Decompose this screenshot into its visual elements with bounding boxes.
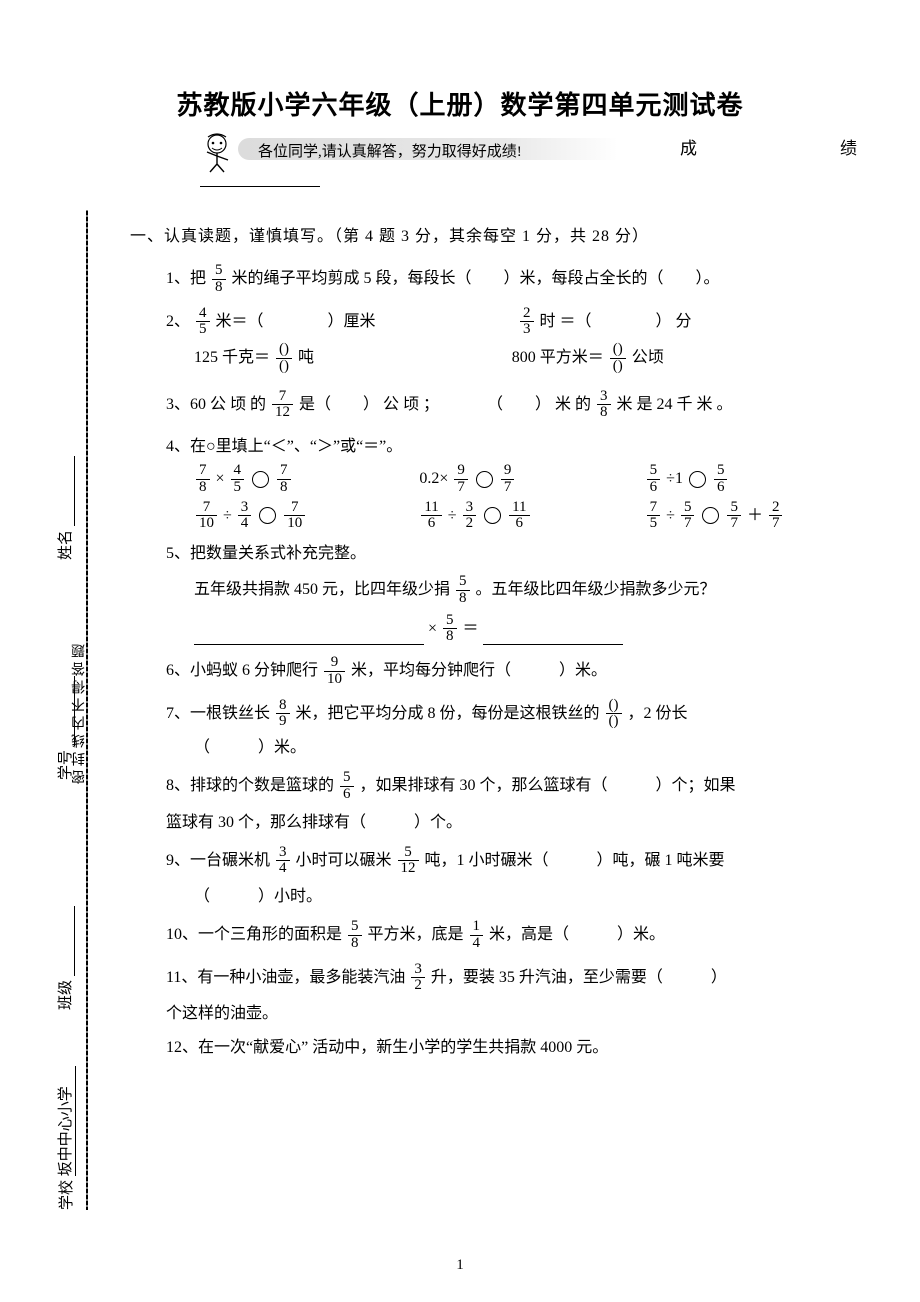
page-title: 苏教版小学六年级（上册）数学第四单元测试卷 bbox=[0, 85, 920, 122]
q4r1c1: 78 × 45 78 bbox=[194, 463, 419, 496]
q3-f1: 712 bbox=[272, 389, 293, 422]
compare-circle bbox=[476, 471, 493, 488]
q5-line1: 五年级共捐款 450 元，比四年级少捐 58 。五年级比四年级少捐款多少元？ bbox=[194, 574, 870, 607]
q5-blank-left bbox=[194, 626, 424, 645]
mascot-icon bbox=[195, 130, 239, 174]
q2c-frac: ()() bbox=[276, 342, 292, 375]
compare-circle bbox=[259, 507, 276, 524]
class-label: 班级 bbox=[58, 980, 74, 1010]
school-value: 坂中中心小学 bbox=[54, 1066, 76, 1176]
banner-text: 各位同学,请认真解答，努力取得好成绩! bbox=[258, 140, 522, 161]
page-number: 1 bbox=[0, 1257, 920, 1274]
q4-row1: 78 × 45 78 0.2× 97 97 56 ÷1 56 bbox=[194, 463, 870, 496]
q6: 6、小蚂蚁 6 分钟爬行 910 米，平均每分钟爬行（ ）米。 bbox=[166, 655, 870, 688]
q1-pre: 1、把 bbox=[166, 270, 206, 287]
q2a-frac: 45 bbox=[196, 306, 210, 339]
q4r2c1: 710 ÷ 34 710 bbox=[194, 500, 419, 533]
q2c-pre: 125 千克＝ bbox=[194, 349, 270, 366]
q5: 5、把数量关系式补充完整。 五年级共捐款 450 元，比四年级少捐 58 。五年… bbox=[166, 542, 870, 645]
q3-post: 米 是 24 千 米 。 bbox=[617, 395, 733, 412]
q3-mid1: 是（ ） 公 顷 ； bbox=[299, 395, 439, 412]
compare-circle bbox=[484, 507, 501, 524]
binding-strip: 密封线内不得答题 bbox=[72, 210, 102, 1210]
q4: 4、在○里填上“＜”、“＞”或“＝”。 78 × 45 78 0.2× 97 9… bbox=[166, 435, 870, 532]
q3-f2: 38 bbox=[597, 389, 611, 422]
q1: 1、把 58 米的绳子平均剪成 5 段，每段长（ ）米，每段占全长的（ ）。 bbox=[166, 263, 870, 296]
score-label-2: 绩 bbox=[840, 134, 857, 159]
page: 苏教版小学六年级（上册）数学第四单元测试卷 各位同学,请认真解答，努力取得好成绩… bbox=[0, 0, 920, 1302]
q1-frac: 58 bbox=[212, 263, 226, 296]
q7: 7、一根铁丝长 89 米，把它平均分成 8 份，每份是这根铁丝的 ()() ，2… bbox=[166, 698, 870, 761]
compare-circle bbox=[252, 471, 269, 488]
q3-mid2: （ ） 米 的 bbox=[487, 395, 591, 412]
q2d-pre: 800 平方米＝ bbox=[512, 349, 604, 366]
q4r2c3: 75 ÷ 57 57 ＋ 27 bbox=[645, 500, 870, 533]
q5-head: 5、把数量关系式补充完整。 bbox=[166, 542, 870, 566]
q8-line2: 篮球有 30 个，那么排球有（ ）个。 bbox=[166, 811, 870, 835]
q2b-post: 时 ＝（ ） 分 bbox=[540, 312, 692, 329]
q5-blank-right bbox=[483, 626, 623, 645]
content: 一、认真读题，谨慎填写。（第 4 题 3 分，其余每空 1 分，共 28 分） … bbox=[130, 225, 870, 1070]
q4r1c2: 0.2× 97 97 bbox=[419, 463, 644, 496]
score-underline bbox=[200, 186, 320, 187]
q2a-post: 米＝（ ）厘米 bbox=[216, 312, 376, 329]
q11: 11、有一种小油壶，最多能装汽油 32 升，要装 35 升汽油，至少需要（ ） … bbox=[166, 962, 870, 1027]
q2d-frac: ()() bbox=[610, 342, 626, 375]
q9-line2: （ ）小时。 bbox=[194, 885, 870, 909]
number-field: 学号 bbox=[54, 676, 75, 780]
name-blank bbox=[74, 456, 75, 526]
q2a-pre: 2、 bbox=[166, 312, 190, 329]
compare-circle bbox=[702, 507, 719, 524]
q4r2c2: 116 ÷ 32 116 bbox=[419, 500, 644, 533]
q4-row2: 710 ÷ 34 710 116 ÷ 32 116 75 ÷ 57 bbox=[194, 500, 870, 533]
q2: 2、 45 米＝（ ）厘米 23 时 ＝（ ） 分 125 千克＝ ()() 吨… bbox=[166, 306, 870, 375]
name-label: 姓名 bbox=[58, 530, 74, 560]
q7-line2: （ ）米。 bbox=[194, 736, 870, 760]
class-blank bbox=[74, 906, 75, 976]
q3: 3、60 公 顷 的 712 是（ ） 公 顷 ； （ ） 米 的 38 米 是… bbox=[166, 389, 870, 422]
number-blank bbox=[74, 676, 75, 746]
class-field: 班级 bbox=[54, 906, 75, 1010]
school-label: 学校 bbox=[59, 1180, 75, 1210]
section-heading: 一、认真读题，谨慎填写。（第 4 题 3 分，其余每空 1 分，共 28 分） bbox=[130, 225, 870, 249]
q9: 9、一台碾米机 34 小时可以碾米 512 吨，1 小时碾米（ ）吨，碾 1 吨… bbox=[166, 845, 870, 910]
school-field: 学校 坂中中心小学 bbox=[54, 1066, 76, 1210]
number-label: 学号 bbox=[58, 750, 74, 780]
q2d-post: 公顷 bbox=[632, 349, 664, 366]
q5-line2: × 58 ＝ bbox=[194, 613, 870, 646]
q2b-frac: 23 bbox=[520, 306, 534, 339]
q8: 8、排球的个数是篮球的 56 ，如果排球有 30 个，那么篮球有（ ）个；如果 … bbox=[166, 770, 870, 835]
name-field: 姓名 bbox=[54, 456, 75, 560]
q3-pre: 3、60 公 顷 的 bbox=[166, 395, 266, 412]
q4-head: 4、在○里填上“＜”、“＞”或“＝”。 bbox=[166, 435, 870, 459]
subtitle-row: 各位同学,请认真解答，努力取得好成绩! 成 绩 bbox=[0, 134, 920, 184]
q12: 12、在一次“献爱心” 活动中，新生小学的学生共捐款 4000 元。 bbox=[166, 1036, 870, 1060]
score-label-1: 成 bbox=[680, 134, 697, 159]
q1-post: 米的绳子平均剪成 5 段，每段长（ ）米，每段占全长的（ ）。 bbox=[232, 270, 720, 287]
q11-line2: 个这样的油壶。 bbox=[166, 1002, 870, 1026]
q10: 10、一个三角形的面积是 58 平方米，底是 14 米，高是（ ）米。 bbox=[166, 919, 870, 952]
compare-circle bbox=[689, 471, 706, 488]
q4r1c3: 56 ÷1 56 bbox=[645, 463, 870, 496]
q2c-post: 吨 bbox=[298, 349, 314, 366]
